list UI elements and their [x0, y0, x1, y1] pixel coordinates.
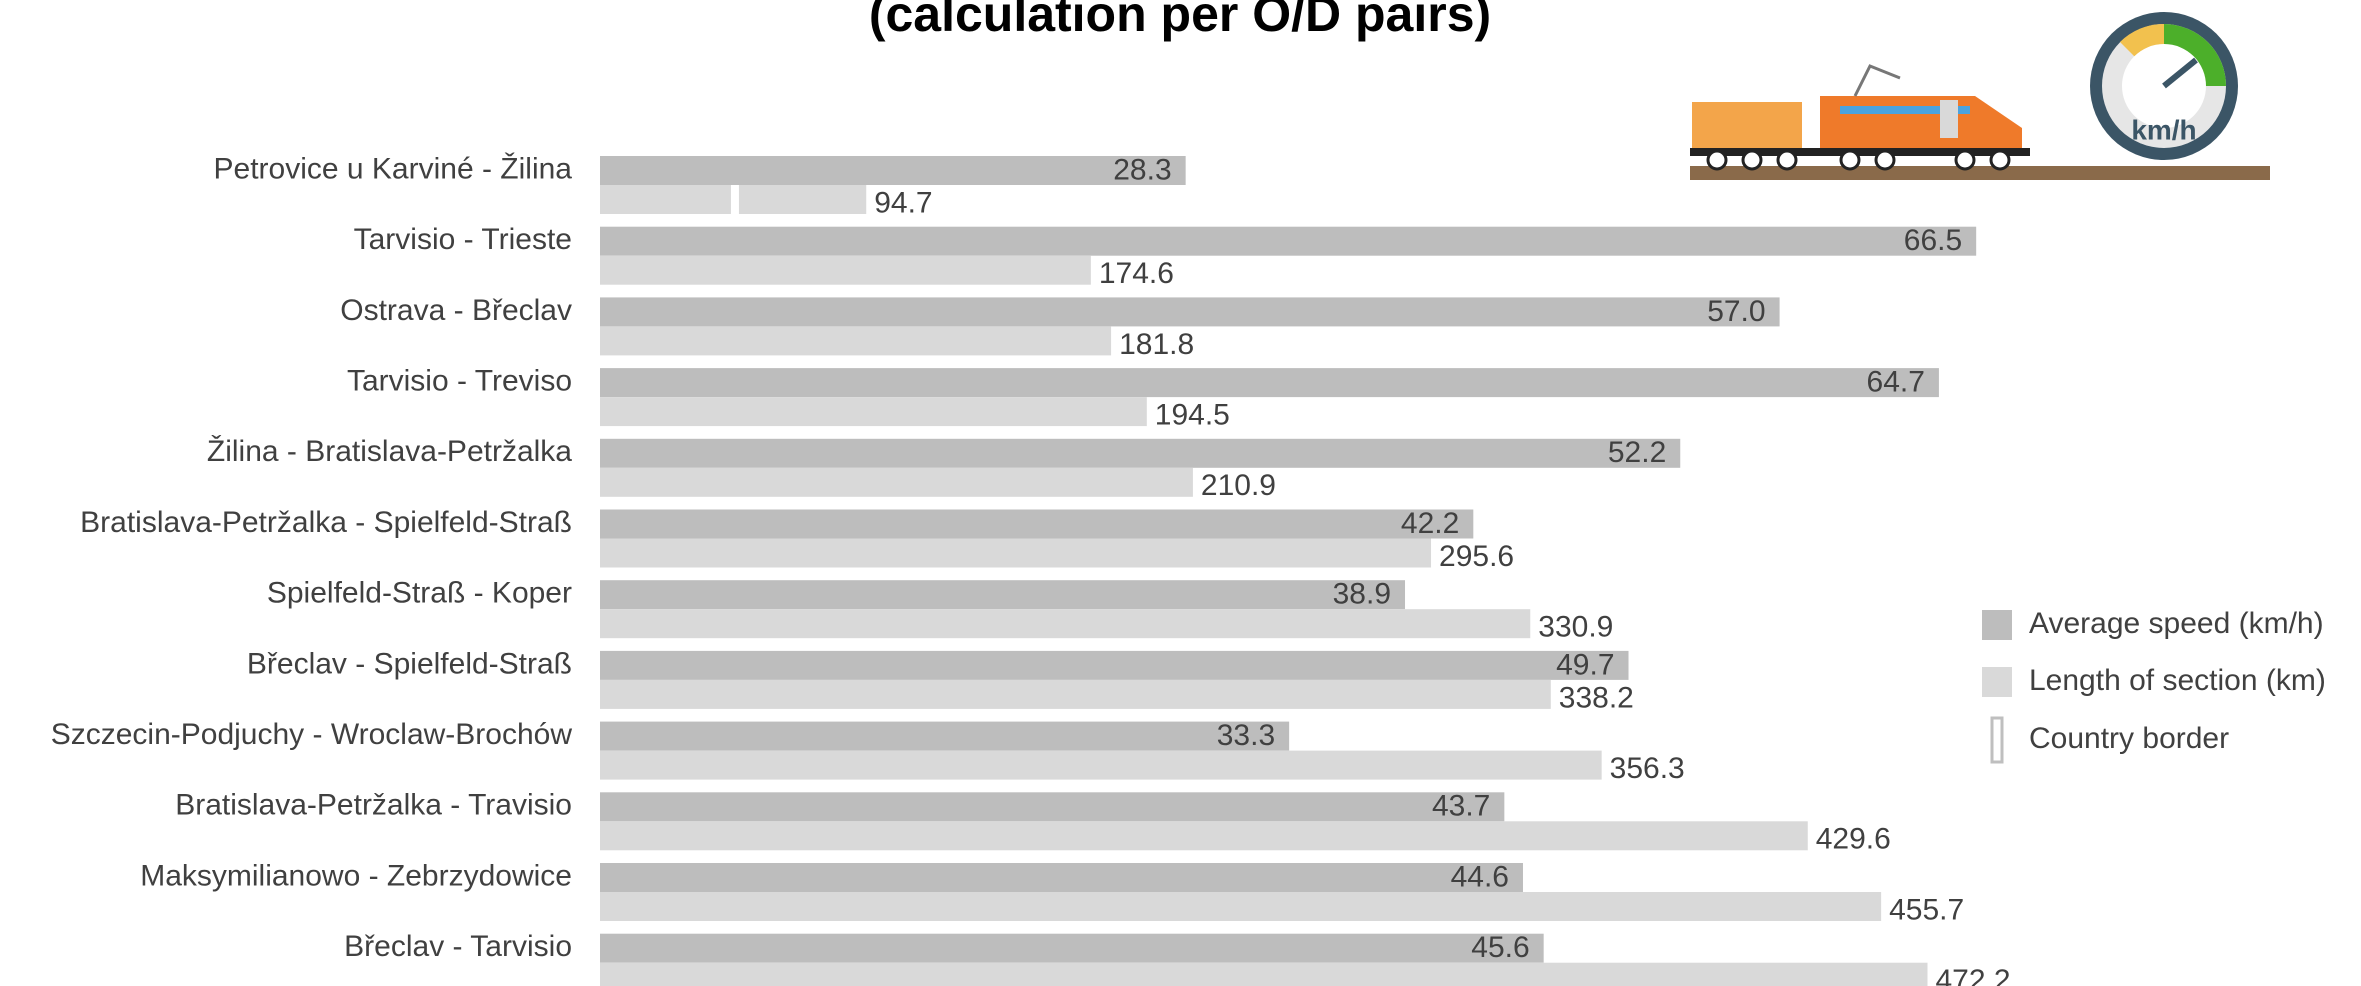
bar	[600, 962, 1928, 986]
value-label: 38.9	[1333, 578, 1391, 611]
value-label: 52.2	[1608, 436, 1666, 469]
value-label: 455.7	[1889, 893, 1964, 926]
bar	[600, 538, 1432, 568]
value-label: 330.9	[1538, 611, 1613, 644]
value-label: 44.6	[1451, 860, 1509, 893]
category-label: Žilina - Bratislava-Petržalka	[207, 435, 572, 468]
category-label: Tarvisio - Trieste	[354, 223, 572, 256]
bar	[600, 721, 1290, 751]
category-label: Břeclav - Tarvisio	[344, 930, 572, 963]
gauge-needle	[2162, 57, 2198, 89]
wheel	[1989, 149, 2011, 171]
bar	[600, 467, 1193, 497]
bar	[600, 650, 1629, 680]
category-label: Bratislava-Petržalka - Travisio	[175, 789, 572, 822]
value-label: 356.3	[1610, 752, 1685, 785]
value-label: 64.7	[1867, 366, 1925, 399]
bar	[600, 750, 1602, 780]
bar	[600, 326, 1112, 356]
bar	[600, 792, 1505, 822]
wheel	[1874, 149, 1896, 171]
category-label: Maksymilianowo - Zebrzydowice	[140, 859, 572, 892]
legend-swatch	[1982, 610, 2012, 640]
bar	[600, 509, 1474, 539]
value-label: 295.6	[1439, 540, 1514, 573]
country-border	[730, 185, 739, 214]
value-label: 472.2	[1936, 964, 2011, 986]
bar	[600, 438, 1681, 468]
door	[1940, 100, 1958, 138]
value-label: 94.7	[874, 186, 932, 219]
bar	[600, 933, 1544, 963]
wheel	[1741, 149, 1763, 171]
bar	[600, 368, 1939, 398]
legend-label: Country border	[2029, 722, 2229, 755]
locomotive	[1820, 96, 2022, 150]
chart-title: (calculation per O/D pairs)	[869, 0, 1491, 42]
bar	[600, 580, 1406, 610]
category-label: Szczecin-Podjuchy - Wroclaw-Brochów	[51, 718, 573, 751]
value-label: 42.2	[1401, 507, 1459, 540]
category-label: Ostrava - Břeclav	[340, 294, 572, 327]
category-label: Petrovice u Karviné - Žilina	[214, 152, 573, 185]
value-label: 45.6	[1471, 931, 1529, 964]
wheel	[1839, 149, 1861, 171]
bar	[600, 156, 1186, 185]
value-label: 33.3	[1217, 719, 1275, 752]
legend-label: Average speed (km/h)	[2029, 607, 2324, 640]
chassis	[1690, 148, 2030, 156]
legend-swatch	[1990, 716, 2004, 764]
bar	[600, 297, 1780, 327]
bar	[600, 609, 1531, 639]
category-label: Břeclav - Spielfeld-Straß	[247, 647, 572, 680]
value-label: 49.7	[1556, 648, 1614, 681]
value-label: 43.7	[1432, 790, 1490, 823]
value-label: 174.6	[1099, 257, 1174, 290]
value-label: 181.8	[1119, 328, 1194, 361]
window	[1840, 106, 1970, 114]
bar	[600, 679, 1551, 709]
category-label: Spielfeld-Straß - Koper	[267, 577, 572, 610]
bar	[600, 863, 1523, 892]
rail	[1690, 166, 2270, 180]
value-label: 429.6	[1816, 823, 1891, 856]
gauge-unit: km/h	[2131, 114, 2196, 145]
value-label: 194.5	[1155, 399, 1230, 432]
wheel	[1954, 149, 1976, 171]
bar	[600, 255, 1091, 285]
category-label: Tarvisio - Treviso	[347, 365, 572, 398]
legend-swatch	[1982, 667, 2012, 697]
category-label: Bratislava-Petržalka - Spielfeld-Straß	[80, 506, 572, 539]
bar	[600, 397, 1147, 427]
value-label: 338.2	[1559, 681, 1634, 714]
wheel	[1776, 149, 1798, 171]
value-label: 57.0	[1707, 295, 1765, 328]
bar	[600, 226, 1977, 256]
pantograph	[1853, 64, 1901, 97]
bar	[600, 821, 1808, 851]
wagon	[1692, 102, 1802, 152]
train-illustration: km/h	[1690, 12, 2270, 180]
legend-label: Length of section (km)	[2029, 664, 2326, 697]
value-label: 28.3	[1113, 153, 1171, 186]
wheel	[1706, 149, 1728, 171]
bar	[600, 892, 1882, 921]
value-label: 66.5	[1904, 224, 1962, 257]
value-label: 210.9	[1201, 469, 1276, 502]
